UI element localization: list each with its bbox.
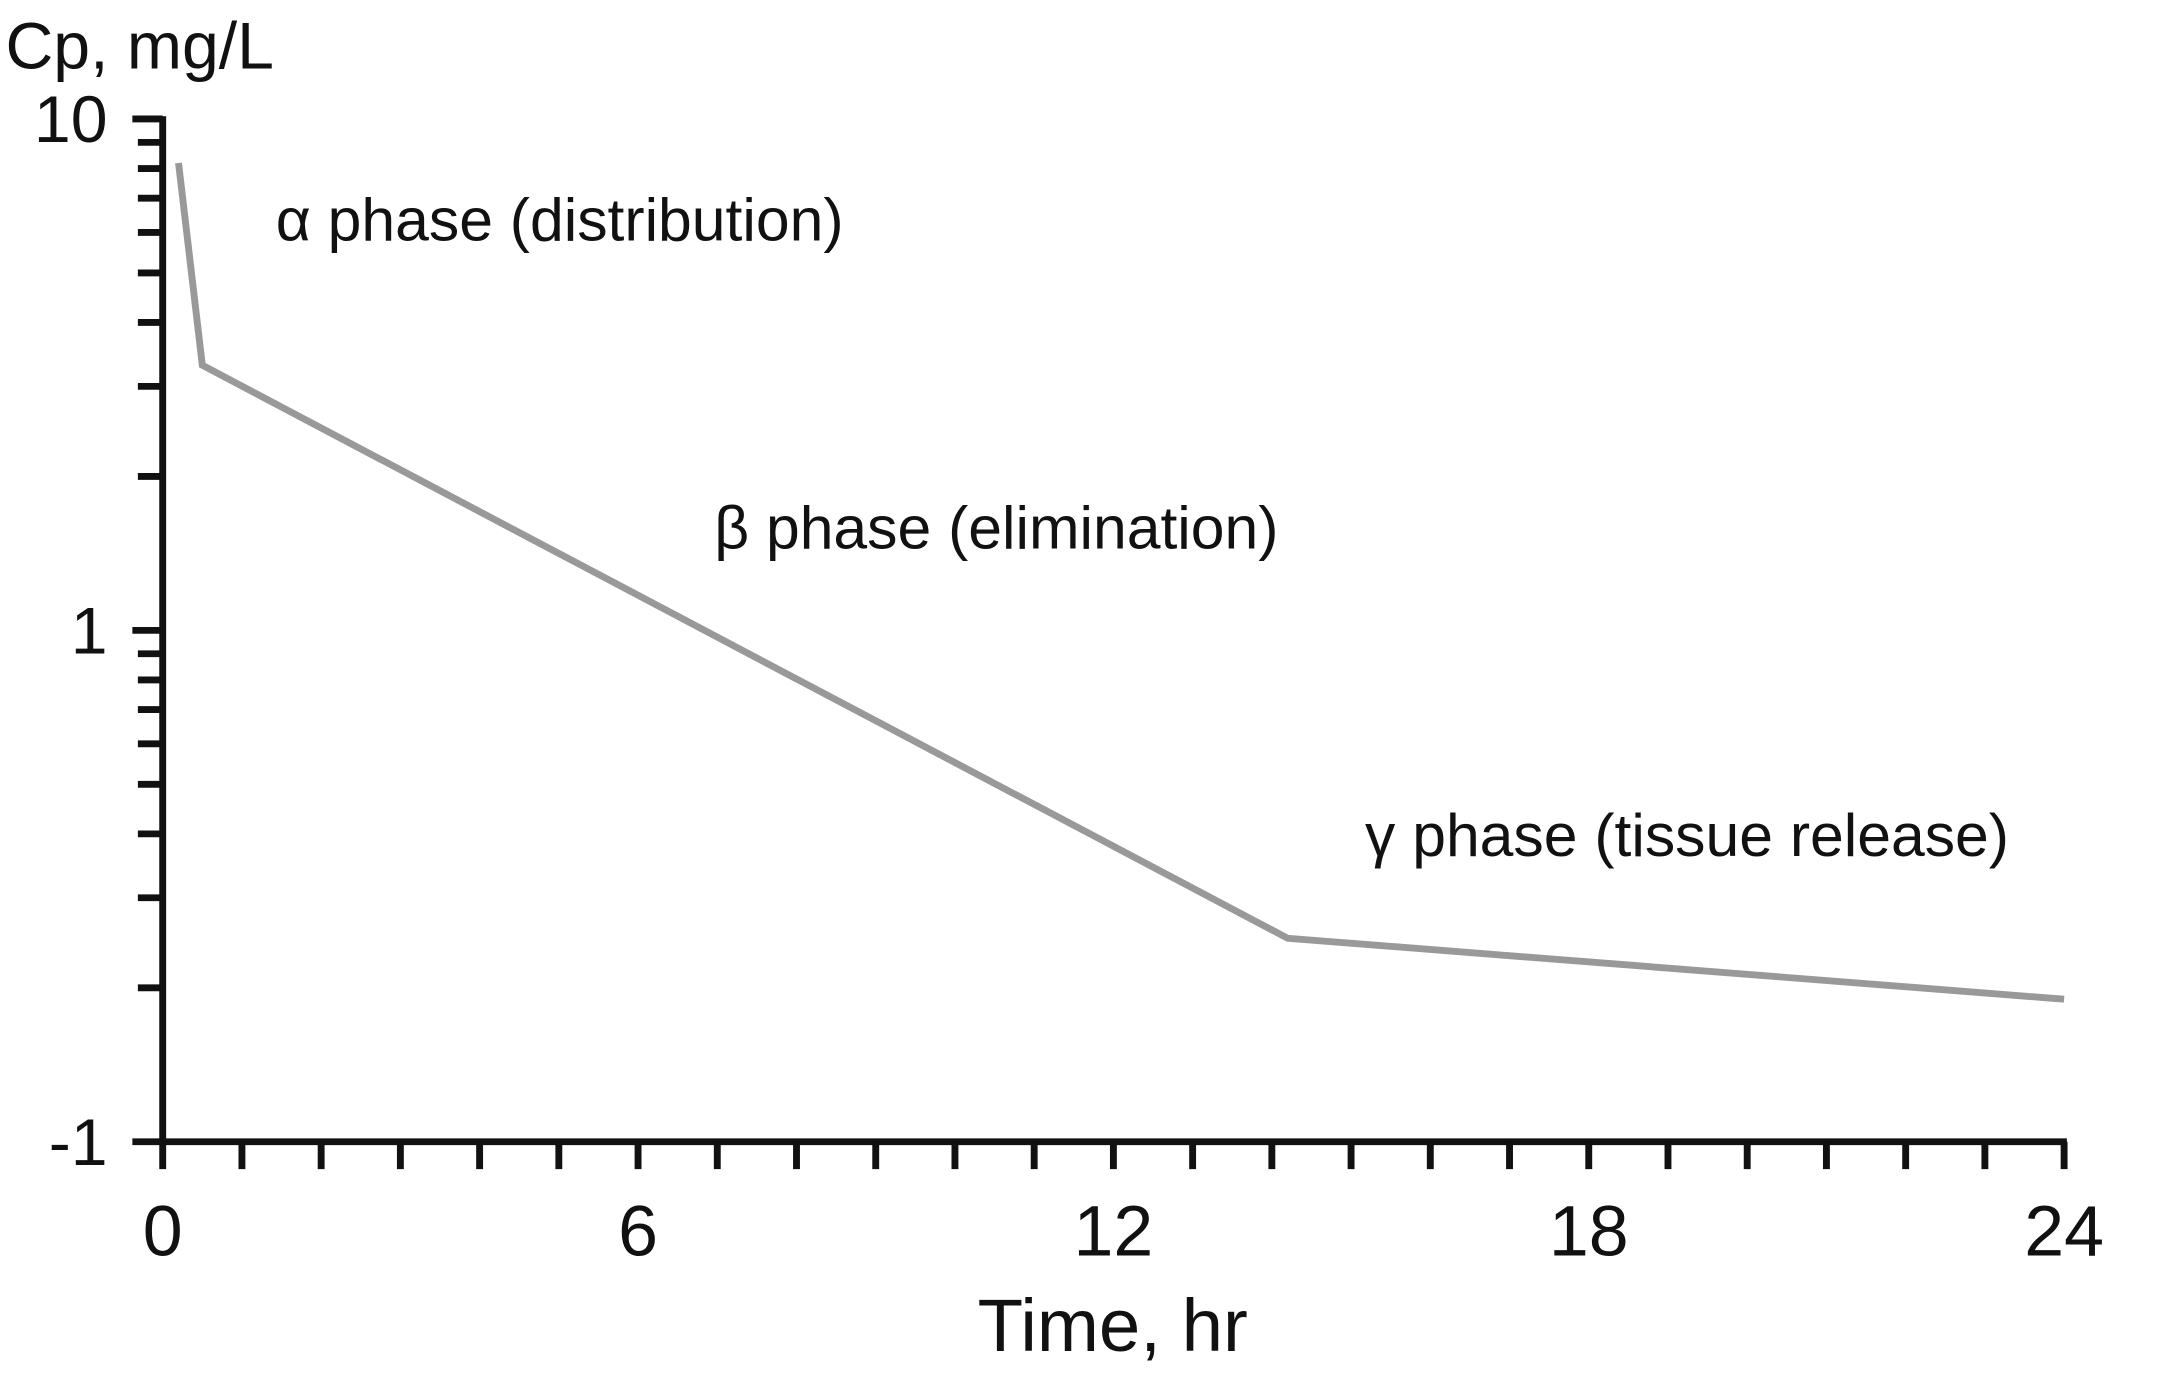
data-line: [175, 162, 2065, 1003]
y-tick-label: 10: [34, 82, 108, 156]
x-tick-label: 24: [2024, 1192, 2104, 1272]
annotation: β phase (elimination): [714, 494, 1278, 562]
y-tick-label: -1: [49, 1105, 108, 1179]
annotation: γ phase (tissue release): [1365, 801, 2009, 869]
x-tick-label: 6: [618, 1192, 658, 1272]
y-tick-label: 1: [71, 594, 108, 668]
x-tick-label: 0: [143, 1192, 183, 1272]
x-tick-label: 12: [1074, 1192, 1154, 1272]
annotation: α phase (distribution): [276, 186, 844, 254]
y-axis-label: Cp, mg/L: [6, 9, 274, 83]
x-axis-label: Time, hr: [978, 1284, 1248, 1367]
x-tick-label: 18: [1549, 1192, 1629, 1272]
